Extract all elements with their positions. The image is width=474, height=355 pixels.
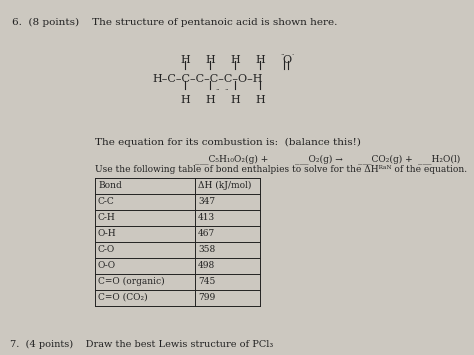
Text: H–C–C–C–C–C–O–H: H–C–C–C–C–C–O–H bbox=[152, 74, 263, 84]
Text: 413: 413 bbox=[198, 213, 215, 222]
Text: C=O (organic): C=O (organic) bbox=[98, 277, 164, 286]
Text: H: H bbox=[180, 55, 190, 65]
Text: ___C₅H₁₀O₂(g) +: ___C₅H₁₀O₂(g) + bbox=[195, 154, 268, 164]
Text: ___H₂O(l): ___H₂O(l) bbox=[418, 154, 460, 164]
Text: Bond: Bond bbox=[98, 181, 122, 190]
Text: H: H bbox=[205, 55, 215, 65]
Text: O: O bbox=[283, 55, 292, 65]
Text: ·: · bbox=[291, 50, 293, 58]
Text: 6.  (8 points)    The structure of pentanoic acid is shown here.: 6. (8 points) The structure of pentanoic… bbox=[12, 18, 337, 27]
Text: H: H bbox=[230, 95, 240, 105]
Text: 467: 467 bbox=[198, 229, 215, 238]
Text: H: H bbox=[255, 95, 265, 105]
Text: C-O: C-O bbox=[98, 245, 115, 254]
Text: ΔH (kJ/mol): ΔH (kJ/mol) bbox=[198, 181, 251, 190]
Text: H: H bbox=[180, 95, 190, 105]
Text: H: H bbox=[205, 95, 215, 105]
Text: C-C: C-C bbox=[98, 197, 115, 206]
Text: ··: ·· bbox=[281, 50, 285, 58]
Text: 799: 799 bbox=[198, 293, 215, 302]
Text: C-H: C-H bbox=[98, 213, 116, 222]
Text: C=O (CO₂): C=O (CO₂) bbox=[98, 293, 147, 302]
Text: ··: ·· bbox=[224, 85, 229, 93]
Text: H: H bbox=[255, 55, 265, 65]
Text: O-O: O-O bbox=[98, 261, 116, 270]
Text: ··: ·· bbox=[215, 85, 220, 93]
Text: H: H bbox=[230, 55, 240, 65]
Text: 358: 358 bbox=[198, 245, 215, 254]
Text: The equation for its combustion is:  (balance this!): The equation for its combustion is: (bal… bbox=[95, 138, 361, 147]
Text: O-H: O-H bbox=[98, 229, 117, 238]
Text: ___CO₂(g) +: ___CO₂(g) + bbox=[358, 154, 413, 164]
Text: ___O₂(g) →: ___O₂(g) → bbox=[295, 154, 343, 164]
Text: 7.  (4 points)    Draw the best Lewis structure of PCl₃: 7. (4 points) Draw the best Lewis struct… bbox=[10, 340, 273, 349]
Text: 347: 347 bbox=[198, 197, 215, 206]
Text: 498: 498 bbox=[198, 261, 215, 270]
Text: 745: 745 bbox=[198, 277, 215, 286]
Text: Use the following table of bond enthalpies to solve for the ΔHᴿᵃᴺ of the equatio: Use the following table of bond enthalpi… bbox=[95, 165, 467, 174]
